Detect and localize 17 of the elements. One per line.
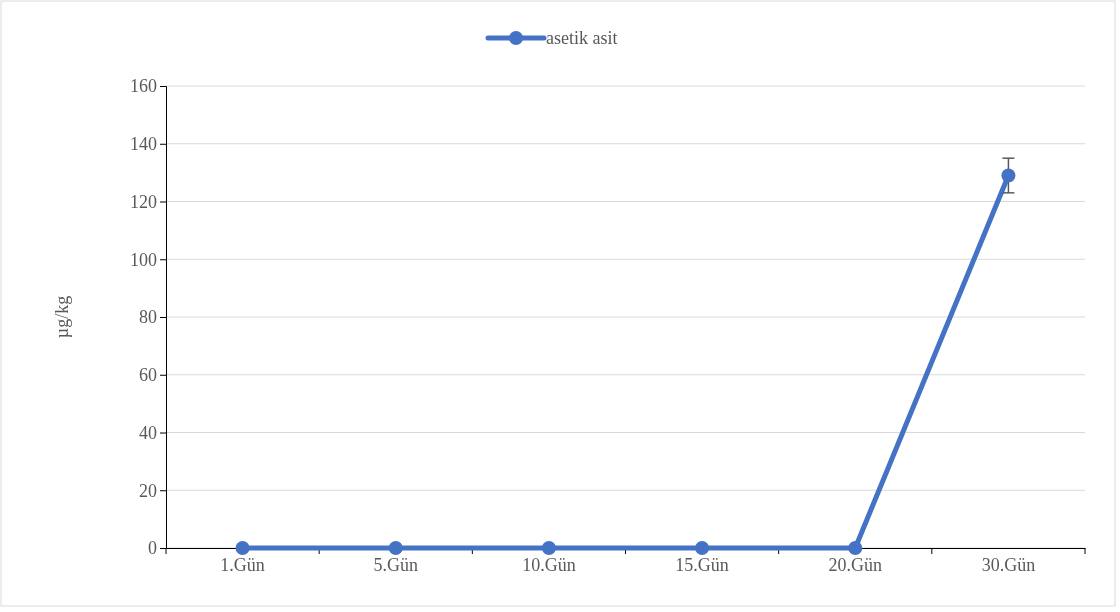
y-tick-label: 80	[139, 307, 157, 328]
y-axis-title: µg/kg	[52, 295, 72, 339]
x-tick-label: 10.Gün	[522, 554, 576, 575]
y-tick-label: 120	[130, 191, 157, 212]
x-tick-label: 5.Gün	[373, 554, 418, 575]
x-tick-label: 15.Gün	[675, 554, 729, 575]
x-tick-label: 20.Gün	[828, 554, 882, 575]
y-tick-label: 160	[130, 76, 157, 97]
y-tick-label: 60	[139, 365, 157, 386]
x-tick-label: 30.Gün	[981, 554, 1036, 575]
y-tick-label: 100	[130, 249, 157, 270]
y-tick-label: 20	[139, 480, 157, 501]
y-tick-label: 40	[139, 422, 157, 443]
x-tick-label: 1.Gün	[220, 554, 265, 575]
y-tick-label: 0	[148, 538, 157, 559]
legend-label: asetik asit	[546, 28, 618, 48]
y-tick-label: 140	[130, 134, 157, 155]
